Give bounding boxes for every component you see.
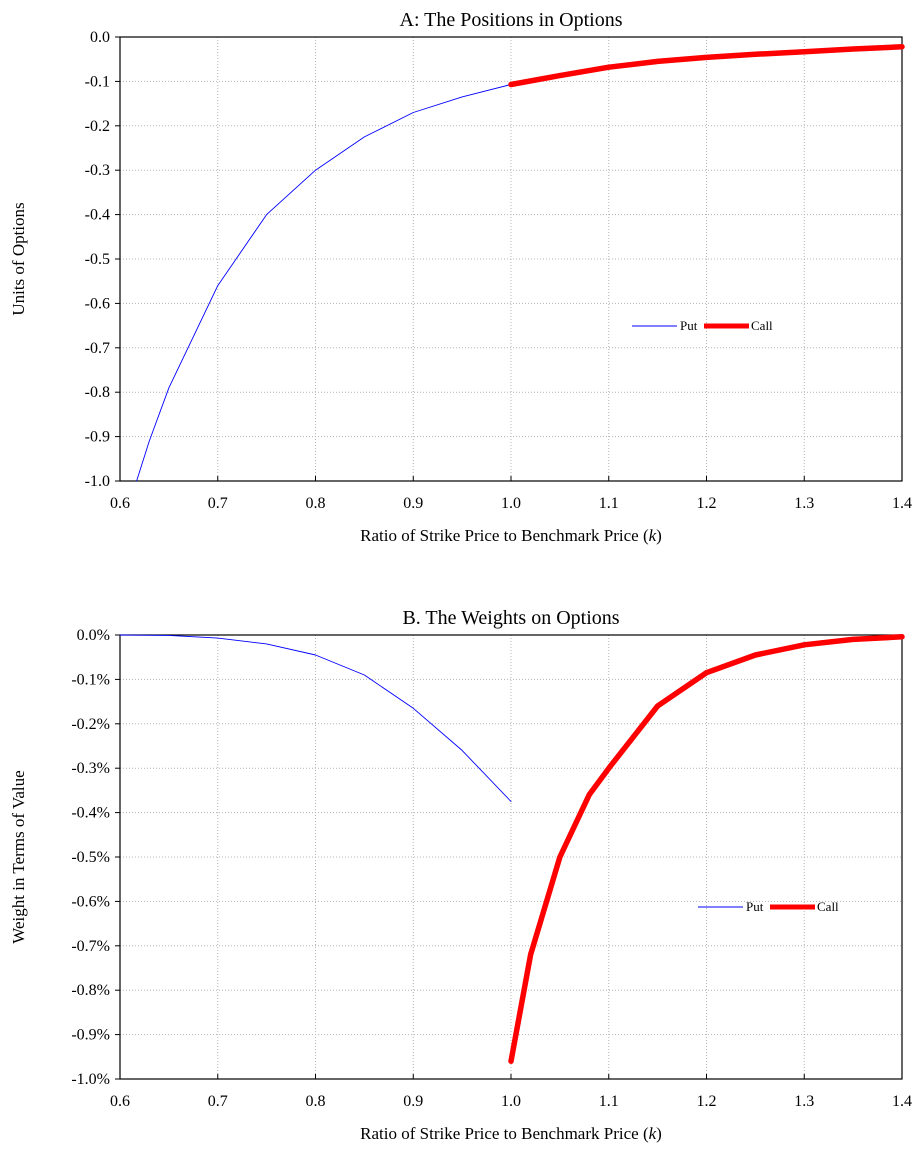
chart-a-x-axis-label: Ratio of Strike Price to Benchmark Price…	[360, 526, 662, 545]
chart-a-y-axis-label: Units of Options	[9, 202, 28, 315]
chart-b-xtick-label: 1.4	[892, 1093, 912, 1110]
chart-a-ytick-label: -0.4	[85, 207, 110, 224]
chart-b-series-call	[508, 634, 905, 1064]
chart-a-xtick-label: 1.1	[599, 495, 619, 512]
chart-a-ytick-label: -0.1	[85, 73, 110, 90]
chart-b-x-axis-label-tail: )	[656, 1124, 662, 1143]
chart-b-y-axis-label: Weight in Terms of Value	[9, 770, 28, 943]
chart-b-ytick-label: -0.3%	[71, 760, 110, 777]
chart-b-ytick-label: -0.2%	[71, 716, 110, 733]
chart-a-ytick-label: -1.0	[85, 473, 110, 490]
chart-a-ytick-label: -0.7	[85, 340, 110, 357]
chart-a-legend-call-label: Call	[751, 318, 773, 333]
chart-b-xtick-label: 0.6	[110, 1093, 130, 1110]
chart-a: 0.6 0.7 0.8 0.9 1.0 1.1 1.2 1.3 1.4 0.0 -0.1 -0.2 -0…	[9, 9, 912, 545]
chart-b-ytick-label: 0.0%	[77, 627, 110, 644]
chart-b-ytick-label: -0.1%	[71, 671, 110, 688]
chart-b-ytick-label: -0.5%	[71, 849, 110, 866]
chart-a-xtick-label: 1.3	[794, 495, 814, 512]
chart-b-xtick-label: 0.7	[208, 1093, 228, 1110]
chart-b-ytick-label: -1.0%	[71, 1071, 110, 1088]
chart-a-x-axis-label-var: k	[649, 526, 657, 545]
chart-b-x-axis-label-var: k	[649, 1124, 657, 1143]
chart-a-ytick-label: 0.0	[90, 29, 110, 46]
chart-b-legend-put-label: Put	[746, 899, 764, 914]
chart-b-legend-call-label: Call	[817, 899, 839, 914]
chart-b-ytick-label: -0.4%	[71, 805, 110, 822]
chart-b-ytick-label: -0.6%	[71, 893, 110, 910]
chart-a-legend: Put Call	[632, 318, 773, 333]
chart-b-legend: Put Call	[698, 899, 839, 914]
chart-a-x-axis-label-tail: )	[656, 526, 662, 545]
chart-b-title: B. The Weights on Options	[402, 607, 619, 629]
chart-a-series-call	[508, 44, 905, 88]
chart-a-x-axis-label-main: Ratio of Strike Price to Benchmark Price…	[360, 526, 649, 545]
chart-b-xtick-label: 1.1	[599, 1093, 619, 1110]
chart-b-xtick-label: 1.0	[501, 1093, 521, 1110]
chart-b-xtick-label: 0.8	[306, 1093, 326, 1110]
chart-a-xtick-label: 0.9	[403, 495, 423, 512]
chart-b-x-axis-label-main: Ratio of Strike Price to Benchmark Price…	[360, 1124, 649, 1143]
chart-a-xtick-label: 0.8	[306, 495, 326, 512]
chart-b-ytick-label: -0.8%	[71, 982, 110, 999]
chart-b-xtick-label: 1.2	[697, 1093, 717, 1110]
chart-b-ytick-label: -0.9%	[71, 1027, 110, 1044]
chart-a-ytick-label: -0.3	[85, 162, 110, 179]
chart-a-title: A: The Positions in Options	[400, 9, 623, 31]
chart-b-series-put	[119, 634, 512, 802]
chart-a-ytick-label: -0.8	[85, 384, 110, 401]
chart-a-series-put	[136, 84, 512, 482]
chart-b-x-axis-label: Ratio of Strike Price to Benchmark Price…	[360, 1124, 662, 1143]
chart-b-ytick-label: -0.7%	[71, 938, 110, 955]
chart-a-ytick-label: -0.9	[85, 429, 110, 446]
chart-a-xtick-label: 1.0	[501, 495, 521, 512]
chart-a-ytick-label: -0.6	[85, 295, 110, 312]
chart-b-xtick-label: 0.9	[403, 1093, 423, 1110]
chart-b-xtick-label: 1.3	[794, 1093, 814, 1110]
chart-a-ytick-label: -0.5	[85, 251, 110, 268]
chart-a-xtick-label: 1.4	[892, 495, 912, 512]
chart-b: 0.6 0.7 0.8 0.9 1.0 1.1 1.2 1.3 1.4 0.0% -0.1% -0.2…	[9, 607, 912, 1143]
chart-a-xtick-label: 0.6	[110, 495, 130, 512]
chart-a-ytick-label: -0.2	[85, 118, 110, 135]
chart-a-legend-put-label: Put	[680, 318, 698, 333]
chart-a-xtick-label: 1.2	[697, 495, 717, 512]
chart-a-xtick-label: 0.7	[208, 495, 228, 512]
